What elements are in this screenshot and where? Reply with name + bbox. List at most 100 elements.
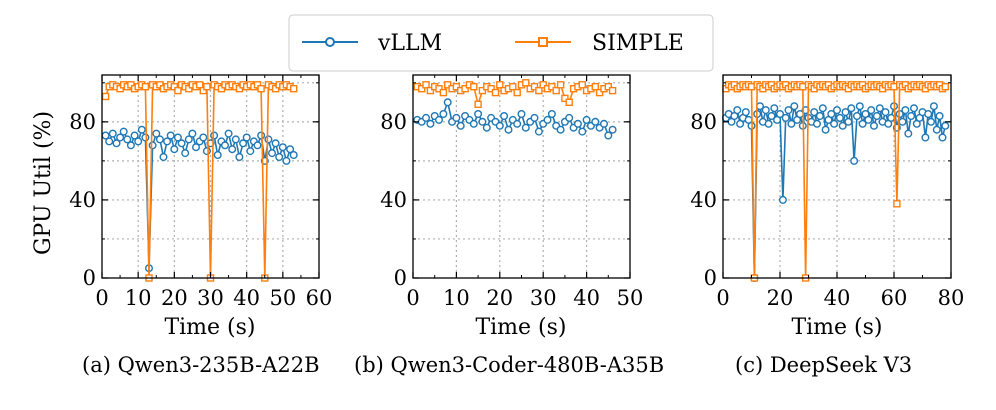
panel-c-vllm-point bbox=[770, 104, 779, 113]
panel-a-vllm-point bbox=[137, 125, 146, 134]
panel-a-vllm-point bbox=[105, 137, 114, 146]
panel-c-vllm-point bbox=[932, 125, 941, 134]
panel-b-simple-point bbox=[491, 88, 500, 97]
panel-c-vllm-point bbox=[910, 104, 919, 113]
panel-b-vllm-point bbox=[426, 119, 435, 128]
panel-c-vllm-point bbox=[887, 113, 896, 122]
panel-a-vllm-point bbox=[148, 141, 157, 150]
panel-b-simple-point bbox=[561, 94, 569, 103]
panel-c-vllm-point bbox=[761, 106, 770, 115]
panel-c-xtick-label: 60 bbox=[881, 286, 908, 310]
legend-simple-marker bbox=[538, 37, 548, 47]
panel-c-vllm-point bbox=[778, 195, 787, 204]
panel-b-vllm-point bbox=[435, 115, 444, 124]
panel-c-ytick-label: 40 bbox=[690, 188, 717, 212]
panel-c-vllm-point bbox=[864, 115, 873, 124]
panel-a-vllm-point bbox=[159, 152, 168, 161]
panel-b-vllm-point bbox=[513, 119, 522, 128]
panel-b-simple-point bbox=[591, 82, 599, 91]
y-axis-title: GPU Util (%) bbox=[31, 111, 56, 255]
panel-a-xtick-label: 10 bbox=[125, 286, 152, 310]
panel-a-vllm-point bbox=[271, 139, 280, 148]
panel-b-vllm-point bbox=[439, 109, 448, 118]
panel-b-simple-point bbox=[604, 82, 612, 91]
panel-a-xtick-label: 0 bbox=[95, 286, 108, 310]
panel-b-simple-point bbox=[548, 82, 556, 91]
panel-b-simple-point bbox=[578, 81, 586, 89]
panel-b-vllm-point bbox=[517, 109, 526, 118]
panel-a-vllm-point bbox=[173, 133, 182, 142]
panel-c-vllm-point bbox=[830, 119, 839, 128]
panel-a-vllm-point bbox=[112, 139, 121, 148]
panel-a-vllm-point bbox=[242, 133, 251, 142]
panel-b-simple-point bbox=[565, 98, 573, 107]
panel-b-vllm-point bbox=[452, 113, 461, 122]
panel-b-simple-point bbox=[426, 86, 435, 95]
panel-b-vllm-point bbox=[604, 131, 613, 140]
panel-a-vllm-point bbox=[155, 135, 164, 144]
panel-b-simple-point bbox=[418, 84, 426, 93]
legend-item-simple: SIMPLE bbox=[515, 31, 684, 56]
panel-a-series bbox=[101, 81, 298, 282]
panel-c-xtick-label: 20 bbox=[767, 286, 794, 310]
panel-a-xtick-label: 60 bbox=[306, 286, 333, 310]
panel-b-xtick-label: 20 bbox=[486, 286, 513, 310]
panel-b-simple-point bbox=[509, 82, 517, 91]
panel-c-vllm-point bbox=[767, 111, 776, 120]
panel-a-vllm-point bbox=[282, 156, 291, 165]
panel-b-caption: (b) Qwen3-Coder-480B-A35B bbox=[354, 353, 664, 377]
panel-a-vllm-point bbox=[184, 135, 193, 144]
panel-a-vllm-point bbox=[239, 139, 248, 148]
panel-b-ytick-label: 80 bbox=[380, 110, 407, 134]
panel-c: 0 20 40 60 80 0 40 80 Time (s) (c) DeepSeek V3 bbox=[690, 74, 964, 377]
panel-c-vllm-point bbox=[847, 104, 856, 113]
panel-a-vllm-point bbox=[253, 141, 262, 150]
panel-c-vllm-point bbox=[881, 108, 890, 117]
panel-c-vllm-point bbox=[787, 119, 796, 128]
panel-c-vllm-point bbox=[927, 117, 936, 126]
panel-c-vllm-point bbox=[841, 108, 850, 117]
panel-a-ticks: 0 10 20 30 40 50 60 0 40 80 bbox=[69, 75, 332, 310]
panel-c-vllm-point bbox=[901, 106, 910, 115]
panel-c-vllm-point bbox=[858, 119, 867, 128]
panel-a-vllm-point bbox=[231, 135, 240, 144]
panel-b-simple-point bbox=[444, 81, 452, 89]
panel-b-simple-point bbox=[487, 84, 495, 93]
panel-a-simple-point bbox=[141, 82, 150, 91]
panel-c-x-axis-title: Time (s) bbox=[791, 315, 882, 340]
panel-a-vllm-point bbox=[130, 131, 139, 140]
panel-a-simple-line bbox=[104, 84, 295, 279]
panel-b-xtick-label: 10 bbox=[443, 286, 470, 310]
panel-a-vllm-point bbox=[188, 129, 197, 138]
panel-c-vllm-point bbox=[867, 106, 876, 115]
panel-c-vllm-point bbox=[818, 104, 827, 113]
panel-a-ytick-label: 40 bbox=[69, 188, 96, 212]
panel-b-vllm-point bbox=[456, 121, 465, 130]
panel-a-vllm-point bbox=[257, 131, 266, 140]
panel-c-vllm-point bbox=[781, 113, 790, 122]
panel-a-simple-point bbox=[257, 84, 265, 93]
panel-b-ticks: 0 10 20 30 40 50 0 40 80 bbox=[380, 75, 643, 310]
panel-a-vllm-point bbox=[123, 135, 132, 144]
panel-a-vllm-point bbox=[286, 145, 295, 154]
panel-b-simple-point bbox=[439, 88, 448, 97]
panel-b-simple-point bbox=[552, 86, 560, 95]
legend-item-vllm: vLLM bbox=[302, 31, 442, 56]
panel-a-vllm-point bbox=[289, 150, 298, 159]
panel-c-ticks: 0 20 40 60 80 0 40 80 bbox=[690, 75, 964, 310]
panel-a-vllm-point bbox=[199, 133, 208, 142]
panel-b-vllm-point bbox=[478, 117, 487, 126]
panel-b-simple-point bbox=[452, 82, 461, 91]
panel-a-vllm-point bbox=[108, 129, 117, 138]
panel-c-vllm-point bbox=[941, 121, 950, 130]
panel-c-simple-point bbox=[893, 200, 901, 208]
panel-a-vllm-point bbox=[177, 139, 186, 148]
panel-b-vllm-point bbox=[556, 125, 565, 134]
panel-c-vllm-point bbox=[850, 156, 859, 165]
panel-b-vllm-point bbox=[573, 119, 582, 128]
panel-c-vllm-point bbox=[853, 111, 862, 120]
panel-a-simple-point bbox=[101, 92, 110, 101]
panel-c-vllm-point bbox=[870, 121, 879, 130]
panel-c-vllm-point bbox=[929, 102, 938, 111]
panel-a-simple-point bbox=[174, 86, 182, 95]
